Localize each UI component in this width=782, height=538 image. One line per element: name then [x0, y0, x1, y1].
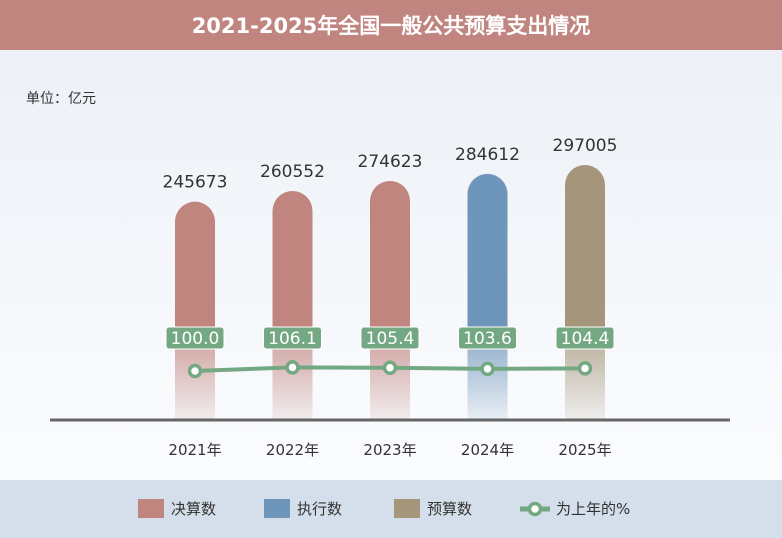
growth-point [480, 361, 495, 377]
growth-label-box [555, 326, 615, 350]
bar-value-label: 245673 [163, 173, 228, 193]
legend-swatch [138, 499, 164, 518]
legend-swatch [394, 499, 420, 518]
legend-item: 为上年的% [520, 498, 630, 519]
x-tick-label: 2025年 [558, 441, 611, 459]
legend-item: 预算数 [394, 498, 472, 519]
x-tick-label: 2024年 [461, 441, 514, 459]
chart-svg: 245673 2021年 260552 2022年 274623 2023年 284612 2… [50, 136, 730, 459]
x-tick-label: 2023年 [363, 441, 416, 459]
bar-value-label: 274623 [358, 152, 423, 172]
bar-value-label: 297005 [553, 136, 618, 156]
x-tick-label: 2021年 [168, 441, 221, 459]
bar-2024年 [467, 173, 508, 420]
legend: 决算数 执行数 预算数 为上年的% [0, 480, 782, 538]
growth-value-label: 106.1 [268, 329, 317, 349]
bar-2022年 [272, 191, 313, 420]
legend-item: 执行数 [264, 498, 342, 519]
x-tick-label: 2022年 [266, 441, 319, 459]
legend-swatch [264, 499, 290, 518]
bar-value-label: 260552 [260, 162, 325, 182]
legend-line-marker [520, 501, 550, 516]
growth-label-box [263, 326, 322, 350]
growth-point [187, 363, 203, 379]
chart-title: 2021-2025年全国一般公共预算支出情况 [0, 0, 782, 50]
bar-2021年 [175, 201, 215, 420]
legend-label: 为上年的% [556, 500, 631, 518]
growth-label-box [458, 326, 517, 350]
growth-point [382, 360, 398, 376]
growth-point [285, 360, 300, 375]
growth-value-label: 104.4 [561, 329, 610, 349]
growth-label-box [360, 326, 420, 350]
legend-label: 执行数 [297, 500, 343, 518]
bar-2023年 [370, 180, 410, 420]
legend-label: 决算数 [171, 500, 217, 518]
unit-label: 单位：亿元 [26, 91, 96, 107]
growth-value-label: 105.4 [366, 329, 415, 349]
bar-2025年 [565, 165, 605, 420]
growth-label-box [165, 326, 225, 350]
growth-value-label: 103.6 [463, 329, 512, 349]
growth-value-label: 100.0 [171, 329, 220, 349]
legend-item: 决算数 [138, 498, 216, 519]
growth-point [577, 361, 593, 376]
bar-value-label: 284612 [455, 145, 520, 165]
legend-label: 预算数 [427, 500, 473, 518]
